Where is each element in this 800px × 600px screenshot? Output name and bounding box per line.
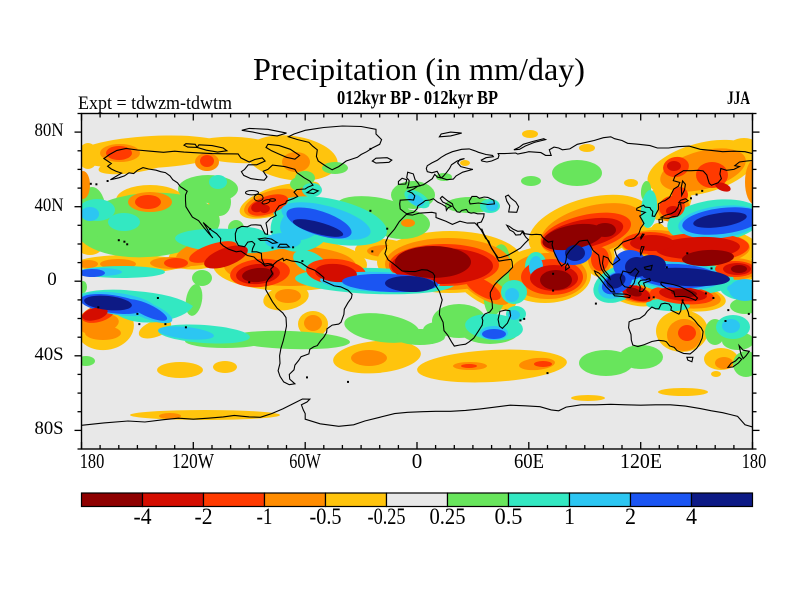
svg-text:80N: 80N [35,120,64,141]
svg-text:80S: 80S [35,418,64,439]
svg-text:Precipitation (in mm/day): Precipitation (in mm/day) [253,51,585,87]
svg-text:0: 0 [412,449,423,473]
svg-text:-1: -1 [257,504,273,529]
svg-text:2: 2 [625,504,636,529]
svg-text:0.5: 0.5 [495,504,523,529]
svg-text:1: 1 [564,504,575,529]
svg-text:120W: 120W [172,449,214,473]
svg-text:-2: -2 [195,504,213,529]
svg-text:60E: 60E [514,449,544,473]
svg-text:0: 0 [47,269,57,290]
svg-text:0.25: 0.25 [430,504,466,529]
svg-text:Expt = tdwzm-tdwtm: Expt = tdwzm-tdwtm [78,93,232,114]
svg-text:40N: 40N [35,195,64,216]
svg-text:180: 180 [80,449,105,473]
svg-text:-0.5: -0.5 [310,504,342,529]
svg-text:180: 180 [742,449,767,473]
svg-text:-0.25: -0.25 [368,504,406,529]
svg-text:-4: -4 [134,504,152,529]
svg-text:012kyr BP - 012kyr BP: 012kyr BP - 012kyr BP [337,87,498,109]
svg-text:60W: 60W [289,449,321,473]
svg-text:4: 4 [686,504,697,529]
svg-text:40S: 40S [35,344,64,365]
svg-text:JJA: JJA [727,88,750,109]
svg-text:120E: 120E [620,449,662,473]
